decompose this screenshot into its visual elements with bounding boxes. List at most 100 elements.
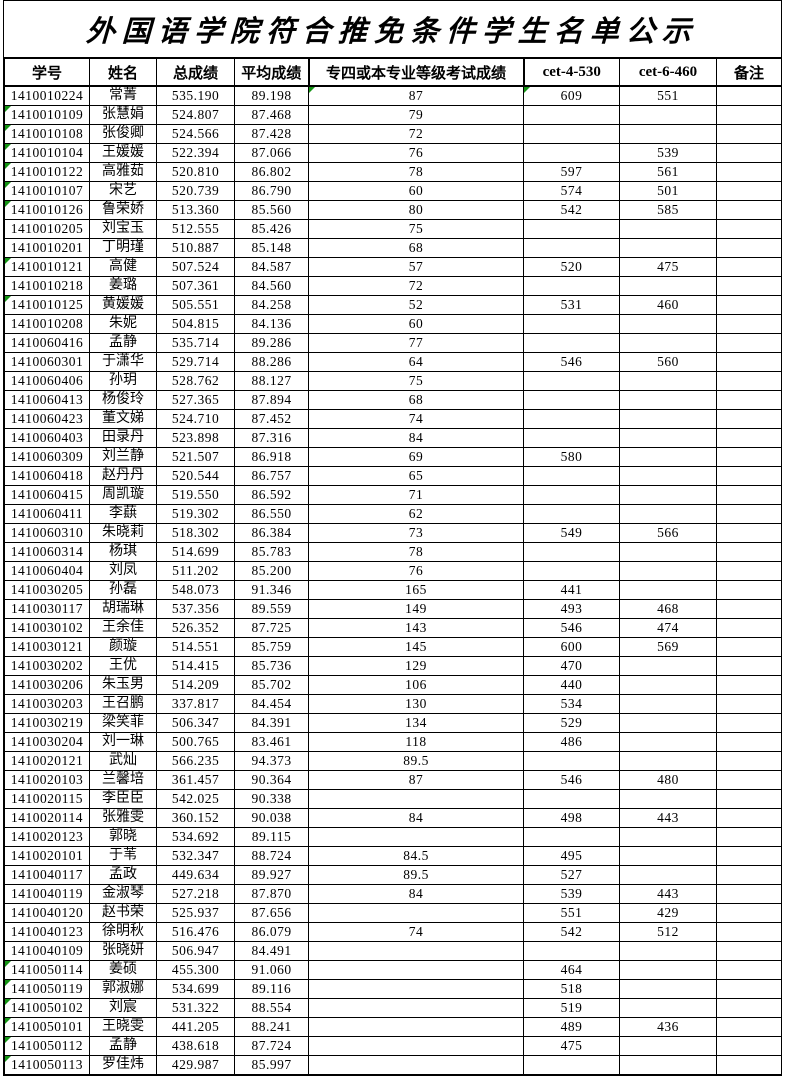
cell-cet6 — [619, 960, 717, 980]
cell-student-id: 1410010125 — [4, 295, 90, 315]
cell-cet4: 486 — [523, 732, 620, 752]
cell-total-score: 506.947 — [156, 941, 235, 961]
cell-total-score: 360.152 — [156, 808, 235, 828]
cell-tem4-or-major-exam-score: 149 — [308, 599, 524, 619]
cell-cet4: 542 — [523, 200, 620, 220]
cell-cet4: 520 — [523, 257, 620, 277]
stored-as-text-marker-icon — [5, 125, 11, 131]
cell-tem4-or-major-exam-score: 134 — [308, 713, 524, 733]
cell-student-id: 1410030203 — [4, 694, 90, 714]
table-row: 1410050119 郭淑娜 534.699 89.116 518 — [4, 979, 782, 999]
cell-name: 孙磊 — [89, 580, 157, 600]
cell-average-score: 87.725 — [234, 618, 309, 638]
cell-tem4-or-major-exam-score: 79 — [308, 105, 524, 125]
cell-total-score: 514.551 — [156, 637, 235, 657]
cell-student-id: 1410040117 — [4, 865, 90, 885]
table-row: 1410030202 王优 514.415 85.736 129 470 — [4, 656, 782, 676]
cell-tem4-or-major-exam-score: 62 — [308, 504, 524, 524]
table-row: 1410060423 董文娣 524.710 87.452 74 — [4, 409, 782, 429]
cell-remarks — [716, 656, 782, 676]
cell-cet4 — [523, 276, 620, 296]
table-row: 1410040120 赵书荣 525.937 87.656 551 429 — [4, 903, 782, 923]
cell-remarks — [716, 447, 782, 467]
cell-tem4-or-major-exam-score: 130 — [308, 694, 524, 714]
cell-cet4: 574 — [523, 181, 620, 201]
cell-total-score: 507.361 — [156, 276, 235, 296]
cell-name: 李臣臣 — [89, 789, 157, 809]
cell-tem4-or-major-exam-score: 60 — [308, 181, 524, 201]
cell-student-id: 1410040119 — [4, 884, 90, 904]
cell-average-score: 87.316 — [234, 428, 309, 448]
cell-name: 梁笑菲 — [89, 713, 157, 733]
cell-remarks — [716, 352, 782, 372]
table-row: 1410040109 张晓妍 506.947 84.491 — [4, 941, 782, 961]
table-row: 1410060404 刘凤 511.202 85.200 76 — [4, 561, 782, 581]
cell-total-score: 514.209 — [156, 675, 235, 695]
cell-cet6 — [619, 238, 717, 258]
cell-average-score: 88.241 — [234, 1017, 309, 1037]
cell-cet4 — [523, 789, 620, 809]
cell-tem4-or-major-exam-score: 84 — [308, 808, 524, 828]
cell-name: 胡瑞琳 — [89, 599, 157, 619]
cell-name: 孙玥 — [89, 371, 157, 391]
cell-remarks — [716, 580, 782, 600]
cell-cet6 — [619, 998, 717, 1018]
cell-total-score: 519.302 — [156, 504, 235, 524]
cell-total-score: 524.710 — [156, 409, 235, 429]
cell-tem4-or-major-exam-score: 74 — [308, 409, 524, 429]
table-row: 1410010109 张慧娟 524.807 87.468 79 — [4, 105, 782, 125]
cell-total-score: 514.415 — [156, 656, 235, 676]
cell-cet6 — [619, 789, 717, 809]
cell-cet6 — [619, 409, 717, 429]
cell-cet6: 501 — [619, 181, 717, 201]
cell-cet4: 441 — [523, 580, 620, 600]
cell-name: 常菁 — [89, 85, 157, 106]
cell-average-score: 87.870 — [234, 884, 309, 904]
table-row: 1410060301 于潇华 529.714 88.286 64 546 560 — [4, 352, 782, 372]
cell-student-id: 1410020115 — [4, 789, 90, 809]
cell-total-score: 500.765 — [156, 732, 235, 752]
cell-student-id: 1410030219 — [4, 713, 90, 733]
cell-tem4-or-major-exam-score: 76 — [308, 143, 524, 163]
cell-cet4 — [523, 390, 620, 410]
cell-total-score: 512.555 — [156, 219, 235, 239]
cell-remarks — [716, 808, 782, 828]
cell-total-score: 524.807 — [156, 105, 235, 125]
cell-tem4-or-major-exam-score — [308, 1017, 524, 1037]
cell-average-score: 86.802 — [234, 162, 309, 182]
cell-cet4: 549 — [523, 523, 620, 543]
cell-name: 张慧娟 — [89, 105, 157, 125]
column-header-total-score: 总成绩 — [156, 57, 235, 87]
cell-tem4-or-major-exam-score: 143 — [308, 618, 524, 638]
cell-name: 于潇华 — [89, 352, 157, 372]
column-header-tem4-or-major-exam-score: 专四或本专业等级考试成绩 — [307, 57, 524, 87]
cell-cet6: 480 — [619, 770, 717, 790]
cell-name: 郭晓 — [89, 827, 157, 847]
cell-remarks — [716, 504, 782, 524]
cell-cet6: 443 — [619, 808, 717, 828]
stored-as-text-marker-icon — [5, 258, 11, 264]
cell-total-score: 438.618 — [156, 1036, 235, 1056]
table-row: 1410010205 刘宝玉 512.555 85.426 75 — [4, 219, 782, 239]
cell-remarks — [716, 276, 782, 296]
cell-remarks — [716, 789, 782, 809]
cell-total-score: 525.937 — [156, 903, 235, 923]
cell-cet6 — [619, 865, 717, 885]
cell-name: 朱妮 — [89, 314, 157, 334]
cell-average-score: 90.364 — [234, 770, 309, 790]
cell-average-score: 84.560 — [234, 276, 309, 296]
cell-tem4-or-major-exam-score: 84 — [308, 428, 524, 448]
cell-student-id: 1410010121 — [4, 257, 90, 277]
title-bar: 外国语学院符合推免条件学生名单公示 — [4, 1, 781, 57]
cell-student-id: 1410010108 — [4, 124, 90, 144]
cell-name: 王余佳 — [89, 618, 157, 638]
cell-student-id: 1410010109 — [4, 105, 90, 125]
cell-total-score: 532.347 — [156, 846, 235, 866]
cell-average-score: 85.702 — [234, 675, 309, 695]
cell-student-id: 1410060301 — [4, 352, 90, 372]
cell-average-score: 87.452 — [234, 409, 309, 429]
cell-student-id: 1410060416 — [4, 333, 90, 353]
cell-cet4: 529 — [523, 713, 620, 733]
table-row: 1410040117 孟政 449.634 89.927 89.5 527 — [4, 865, 782, 885]
cell-cet4: 609 — [523, 85, 620, 106]
